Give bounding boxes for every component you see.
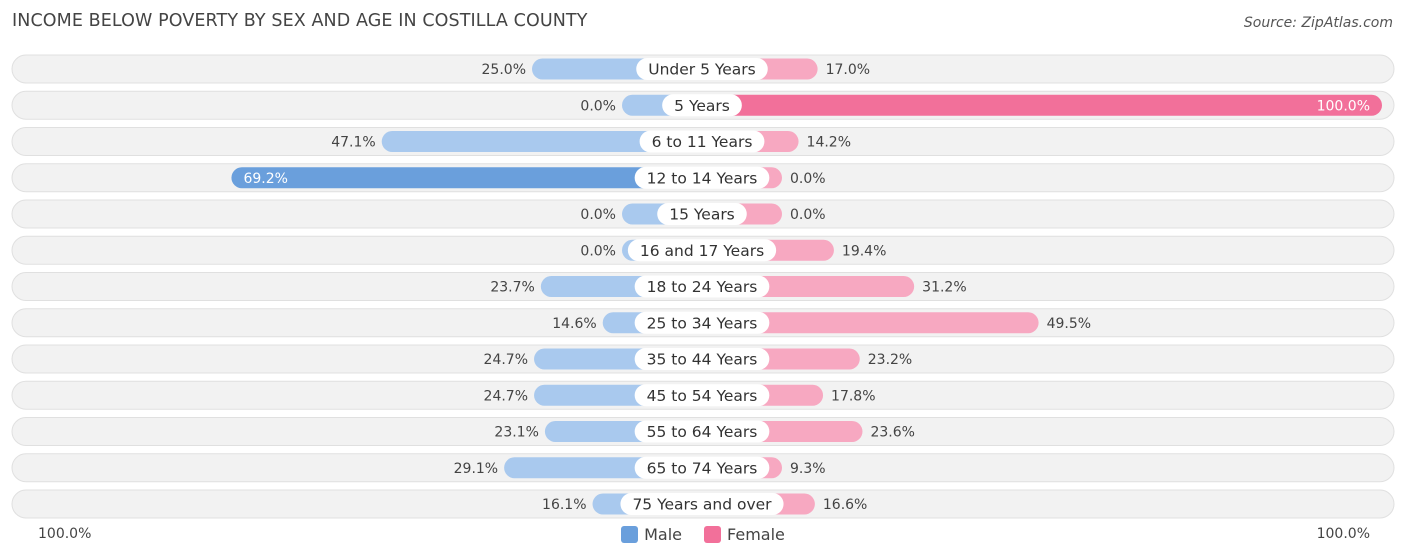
female-value-label: 17.0% [826, 62, 870, 78]
category-label: 55 to 64 Years [647, 423, 758, 441]
legend-label-female: Female [727, 525, 785, 544]
category-label: 18 to 24 Years [647, 278, 758, 296]
female-value-label: 19.4% [842, 243, 886, 259]
male-value-label: 16.1% [542, 497, 586, 513]
category-pill [634, 348, 770, 370]
female-bar [702, 94, 1382, 116]
female-value-label: 17.8% [831, 388, 875, 404]
category-label: 75 Years and over [632, 496, 772, 514]
male-value-label: 29.1% [454, 461, 498, 477]
category-pill [634, 311, 770, 334]
male-value-label: 24.7% [484, 352, 528, 368]
category-label: 65 to 74 Years [647, 459, 758, 477]
legend: Male Female [0, 525, 1406, 544]
male-bar [231, 167, 702, 189]
source-label: Source: ZipAtlas.com [1243, 15, 1393, 31]
category-pill [634, 384, 770, 407]
male-value-label: 0.0% [580, 98, 616, 114]
legend-item-female[interactable]: Female [704, 525, 785, 544]
female-value-label: 23.2% [868, 352, 912, 368]
category-label: 45 to 54 Years [647, 387, 758, 405]
category-pill [636, 58, 768, 80]
male-value-label: 24.7% [484, 388, 528, 404]
category-pill [639, 130, 765, 153]
category-pill [662, 94, 742, 117]
male-value-label: 69.2% [243, 171, 287, 187]
category-pill [627, 239, 777, 262]
male-value-label: 14.6% [552, 316, 596, 332]
category-pill [634, 420, 770, 443]
male-value-label: 0.0% [580, 207, 616, 223]
category-label: 6 to 11 Years [652, 133, 753, 151]
male-value-label: 23.1% [494, 425, 538, 441]
female-value-label: 0.0% [790, 171, 826, 187]
category-pill [634, 166, 770, 189]
category-pill [657, 203, 747, 225]
female-value-label: 100.0% [1317, 98, 1370, 114]
male-swatch-icon [621, 526, 639, 543]
category-label: 35 to 44 Years [647, 351, 758, 369]
female-value-label: 31.2% [922, 280, 966, 296]
female-value-label: 14.2% [807, 135, 851, 151]
axis-left-label: 100.0% [38, 526, 92, 542]
legend-label-male: Male [644, 525, 683, 544]
category-label: 5 Years [674, 97, 730, 115]
female-value-label: 9.3% [790, 461, 826, 477]
category-pill [620, 493, 784, 515]
category-pill [634, 456, 770, 479]
category-label: 25 to 34 Years [647, 314, 758, 332]
legend-item-male[interactable]: Male [621, 525, 682, 544]
category-label: 15 Years [669, 206, 735, 224]
female-swatch-icon [704, 526, 722, 543]
female-value-label: 49.5% [1047, 316, 1091, 332]
male-value-label: 47.1% [331, 135, 375, 151]
male-value-label: 0.0% [580, 243, 616, 259]
chart-title: INCOME BELOW POVERTY BY SEX AND AGE IN C… [12, 11, 588, 31]
category-label: Under 5 Years [648, 61, 756, 79]
category-label: 16 and 17 Years [640, 242, 764, 260]
male-value-label: 23.7% [490, 280, 534, 296]
male-bar [381, 131, 702, 152]
female-value-label: 0.0% [790, 207, 826, 223]
female-value-label: 16.6% [823, 497, 867, 513]
axis-right-label: 100.0% [1316, 526, 1370, 542]
female-value-label: 23.6% [870, 425, 914, 441]
female-bar [702, 312, 1039, 334]
male-value-label: 25.0% [482, 62, 526, 78]
category-pill [634, 275, 770, 298]
category-label: 12 to 14 Years [647, 169, 758, 187]
